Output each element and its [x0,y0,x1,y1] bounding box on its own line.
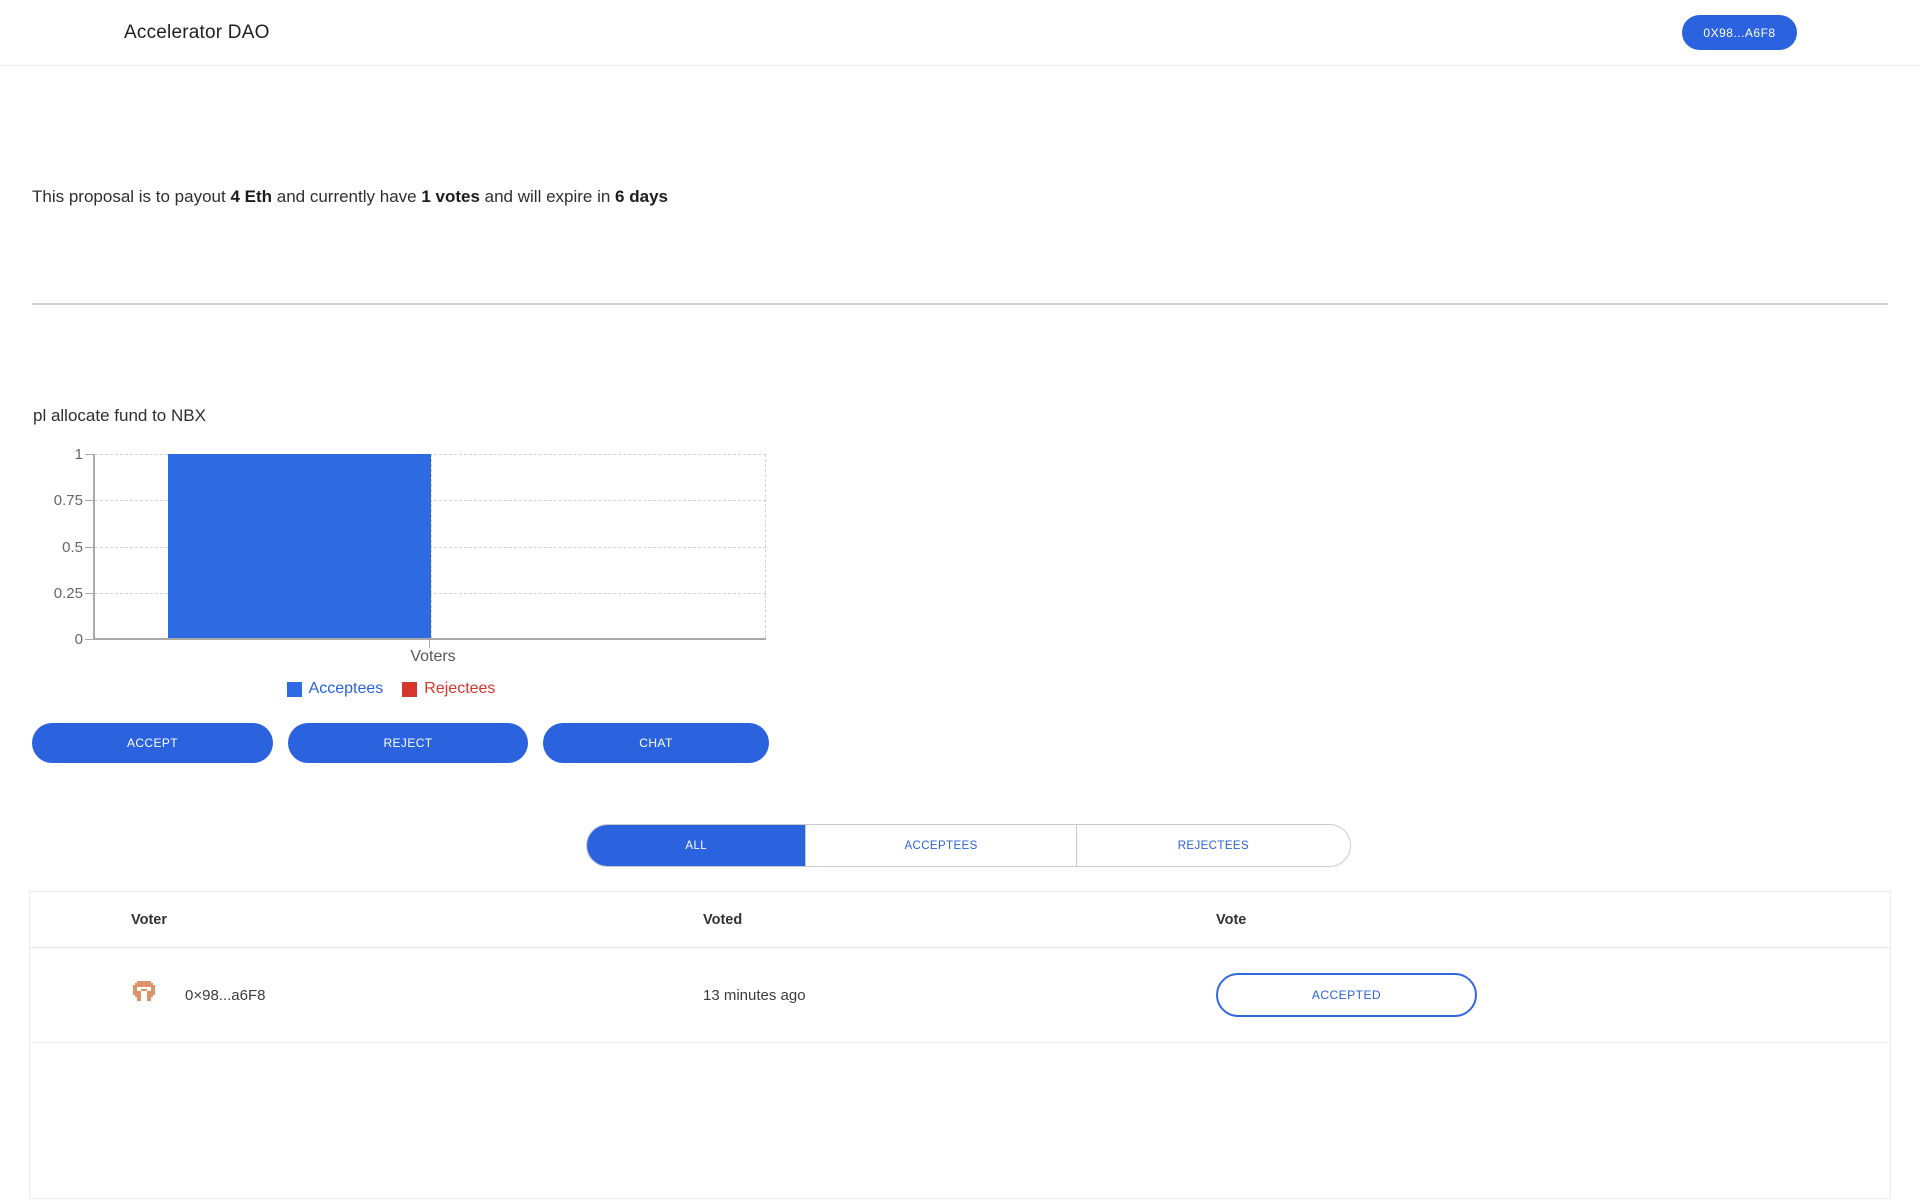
acceptees-swatch-icon [286,681,302,697]
tab-all[interactable]: ALL [587,825,806,866]
voter-address: 0×98...a6F8 [185,987,266,1004]
legend-item-acceptees[interactable]: Acceptees [286,680,384,698]
voter-avatar [133,980,155,1001]
voters-table: Voter Voted Vote [29,891,1891,1199]
x-tick-mark [429,640,430,648]
voted-time: 13 minutes ago [703,987,806,1004]
table-row: 0×98...a6F8 13 minutes ago ACCEPTED [30,948,1890,1043]
proposal-title: pl allocate fund to NBX [33,406,206,425]
y-tick-mark [85,639,93,640]
section-divider [32,303,1888,305]
summary-text-3: and will expire in [479,187,616,206]
chart-legend: Acceptees Rejectees [91,678,691,700]
chart-plot-area [93,454,766,640]
table-header: Voter Voted Vote [30,892,1890,948]
voter-cell: 0×98...a6F8 [131,948,265,1043]
column-header-voter: Voter [131,912,167,928]
y-tick-label: 0.5 [62,539,83,556]
summary-text-2: and currently have [272,187,422,206]
wallet-address-button[interactable]: 0X98...A6F8 [1682,15,1797,50]
gridline [431,454,432,638]
proposal-summary: This proposal is to payout 4 Eth and cur… [32,186,668,207]
expiry: 6 days [615,187,668,206]
vote-count: 1 votes [421,187,480,206]
y-tick-label: 0 [74,631,83,648]
tab-acceptees[interactable]: ACCEPTEES [805,825,1076,866]
legend-item-rejectees[interactable]: Rejectees [402,680,495,698]
app-header: Accelerator DAO 0X98...A6F8 [0,0,1920,66]
accept-button[interactable]: ACCEPT [32,723,273,763]
acceptees-bar [168,454,431,638]
y-tick-label: 1 [74,446,83,463]
legend-label: Rejectees [424,680,496,697]
rejectees-swatch-icon [402,681,418,697]
gridline [765,454,766,638]
legend-label: Acceptees [308,680,384,697]
column-header-voted: Voted [703,912,743,928]
y-tick-label: 0.75 [53,492,83,509]
y-tick-label: 0.25 [53,585,83,602]
chat-button[interactable]: CHAT [543,723,769,763]
y-tick-mark [85,547,93,548]
voter-filter-tabs: ALL ACCEPTEES REJECTEES [586,824,1351,867]
summary-text-1: This proposal is to payout [32,187,231,206]
y-tick-mark [85,454,93,455]
y-tick-mark [85,593,93,594]
x-axis-label: Voters [410,648,456,665]
reject-button[interactable]: REJECT [288,723,528,763]
app-title: Accelerator DAO [124,22,270,43]
payout-amount: 4 Eth [230,187,273,206]
tab-rejectees[interactable]: REJECTEES [1075,825,1350,866]
vote-status-button[interactable]: ACCEPTED [1216,973,1477,1017]
column-header-vote: Vote [1216,912,1247,928]
y-tick-mark [85,500,93,501]
